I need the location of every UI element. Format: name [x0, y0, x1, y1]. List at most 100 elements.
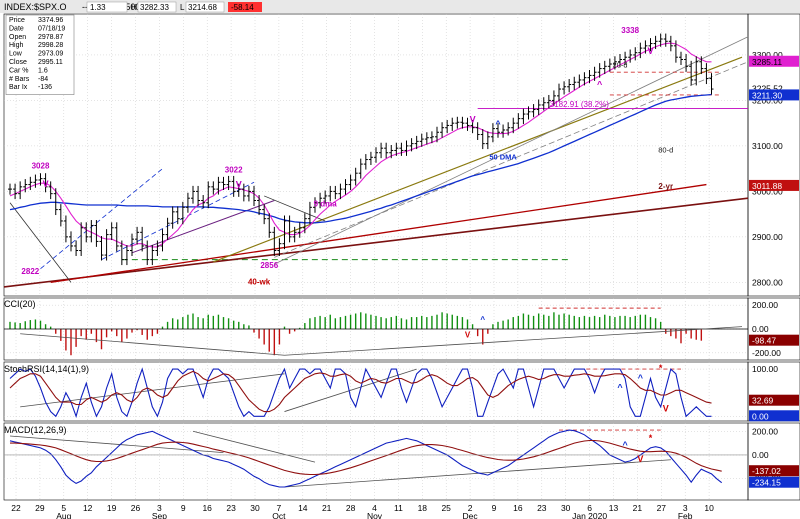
price-annotation-6: 40-wk — [248, 278, 271, 287]
info-value-3: 2998.28 — [38, 42, 63, 49]
price-panel: 3300.00 3200.00 3100.00 3000.00 2900.00 2800.… — [3, 13, 800, 297]
low-value: 3214.68 — [188, 3, 217, 12]
info-box: Price 3374.96 Date 07/18/19 Open 2978.87 High 2… — [5, 14, 75, 95]
macd-annotation-0: ^ — [622, 440, 628, 450]
x-day-tick-11: 7 — [277, 503, 282, 513]
cci-trend-1 — [20, 333, 285, 356]
x-day-tick-28: 3 — [683, 503, 688, 513]
price-last-label-3: 3011.88 — [752, 181, 782, 191]
grey-dashed-trend-line — [274, 61, 749, 258]
stoch-annotation-0: ^ — [617, 382, 623, 392]
info-value-7: -84 — [38, 76, 48, 83]
x-day-tick-15: 4 — [372, 503, 377, 513]
price-annotation-0: 3028 — [32, 162, 50, 171]
index-name: S & P 500 INDEX — [100, 2, 170, 12]
high-value: 3282.33 — [140, 3, 169, 12]
info-value-6: 1.6 — [38, 67, 48, 74]
price-annotation-1: V — [43, 179, 49, 189]
info-value-4: 2973.09 — [38, 51, 63, 58]
macd-annotation-2: V — [637, 454, 643, 464]
purple-channel-line — [131, 200, 275, 254]
stoch-last-label-bg-1 — [749, 410, 799, 422]
x-axis: 22 29 5 12 19 26 3 9 16 23 30 7 14 21 28 4 11 18 25 2 9 16 23 3… — [0, 501, 800, 519]
price-annotation-16: ^ — [495, 119, 501, 129]
x-day-tick-24: 6 — [587, 503, 592, 513]
x-day-tick-10: 30 — [250, 503, 260, 513]
price-ytick-4: 2900.00 — [752, 232, 783, 242]
price-ytick-0: 3300.00 — [752, 50, 783, 60]
price-ytick-3: 3000.00 — [752, 186, 783, 196]
stoch-series-0 — [9, 367, 712, 419]
macd-annotation-1: * — [649, 433, 653, 443]
price-last-label-1: 3225.52 — [752, 84, 783, 94]
x-day-tick-6: 3 — [157, 503, 162, 513]
wedge-line-1 — [9, 202, 72, 283]
macd-ytick-0: 200.00 — [752, 426, 778, 436]
x-month-label-2: Oct — [272, 511, 286, 519]
info-label-2: Open — [9, 34, 26, 41]
price-last-label-bg-1 — [749, 82, 799, 94]
info-value-0: 3374.96 — [38, 17, 63, 24]
x-day-tick-27: 27 — [657, 503, 667, 513]
stoch-annotation-1: ^ — [638, 373, 644, 383]
cci-ytick-1: 0.00 — [752, 324, 769, 334]
macd-last-label-bg-0 — [749, 465, 799, 477]
x-day-tick-7: 9 — [181, 503, 186, 513]
price-annotation-7: 9 dma — [314, 199, 338, 208]
blue-channel-1 — [40, 168, 163, 270]
x-month-label-4: Dec — [463, 511, 479, 519]
macd-trend-2 — [192, 430, 316, 463]
price-ytick-5: 2800.00 — [752, 277, 783, 287]
x-axis-bg — [0, 501, 800, 519]
macd-last-label-bg-1 — [749, 476, 799, 488]
ma-2yr-line — [3, 197, 749, 288]
info-label-7: # Bars — [9, 76, 30, 83]
cci-panel: 200.00 0.00 -200.00 V ^ -98.47 — [3, 297, 800, 361]
x-month-label-0: Aug — [56, 511, 71, 519]
x-day-tick-23: 30 — [561, 503, 571, 513]
x-day-tick-29: 10 — [704, 503, 714, 513]
x-day-tick-0: 22 — [11, 503, 21, 513]
header-separator: -- — [82, 2, 88, 12]
macd-ytick-1: 0.00 — [752, 450, 769, 460]
price-annotation-15: V — [470, 114, 476, 124]
cci-trend-2 — [284, 326, 743, 356]
price-last-label-2: 3211.30 — [752, 90, 782, 100]
price-ytick-1: 3200.00 — [752, 95, 783, 105]
stochrsi-panel: 100.000.00^^*V32.690.00 — [3, 361, 800, 422]
quote-fragment: 1.33 — [90, 3, 106, 12]
x-day-tick-21: 16 — [513, 503, 523, 513]
info-value-8: -136 — [38, 84, 52, 91]
price-last-label-bg-0 — [749, 55, 799, 67]
stoch-annotation-3: V — [663, 404, 669, 414]
high-label: H — [131, 3, 137, 12]
x-day-tick-14: 28 — [346, 503, 356, 513]
x-day-tick-5: 26 — [131, 503, 141, 513]
cci-ytick-0: 200.00 — [752, 300, 778, 310]
x-day-tick-20: 9 — [492, 503, 497, 513]
wedge-line-2 — [264, 195, 326, 222]
cci-annotation-0: V — [465, 330, 471, 339]
info-label-3: High — [9, 42, 24, 49]
info-label-5: Close — [9, 59, 27, 66]
macd-trend-1 — [9, 435, 224, 454]
price-annotation-8: 50 DMA — [489, 153, 517, 162]
stochrsi-title: StochRSI(14,14(1),9) — [4, 364, 89, 374]
symbol-label: INDEX:$SPX.O — [4, 2, 67, 12]
price-last-label-bg-3 — [749, 179, 799, 191]
price-ytick-2: 3100.00 — [752, 141, 783, 151]
info-value-5: 2995.11 — [38, 59, 63, 66]
info-value-2: 2978.87 — [38, 34, 63, 41]
cci-annotation-1: ^ — [480, 315, 485, 324]
ma-50dma-line — [9, 93, 712, 224]
stoch-frame — [3, 361, 749, 422]
x-day-tick-4: 19 — [107, 503, 117, 513]
price-annotation-17: 3182.91 (38.2%) — [550, 100, 609, 109]
stoch-last-label-0: 32.69 — [752, 396, 774, 406]
change-value: -58.14 — [231, 3, 254, 12]
price-annotation-11: 3338 — [621, 26, 639, 35]
x-day-tick-19: 2 — [468, 503, 473, 513]
stoch-last-label-bg-0 — [749, 394, 799, 406]
price-annotation-14: ^ — [597, 80, 603, 90]
x-day-tick-1: 29 — [35, 503, 45, 513]
